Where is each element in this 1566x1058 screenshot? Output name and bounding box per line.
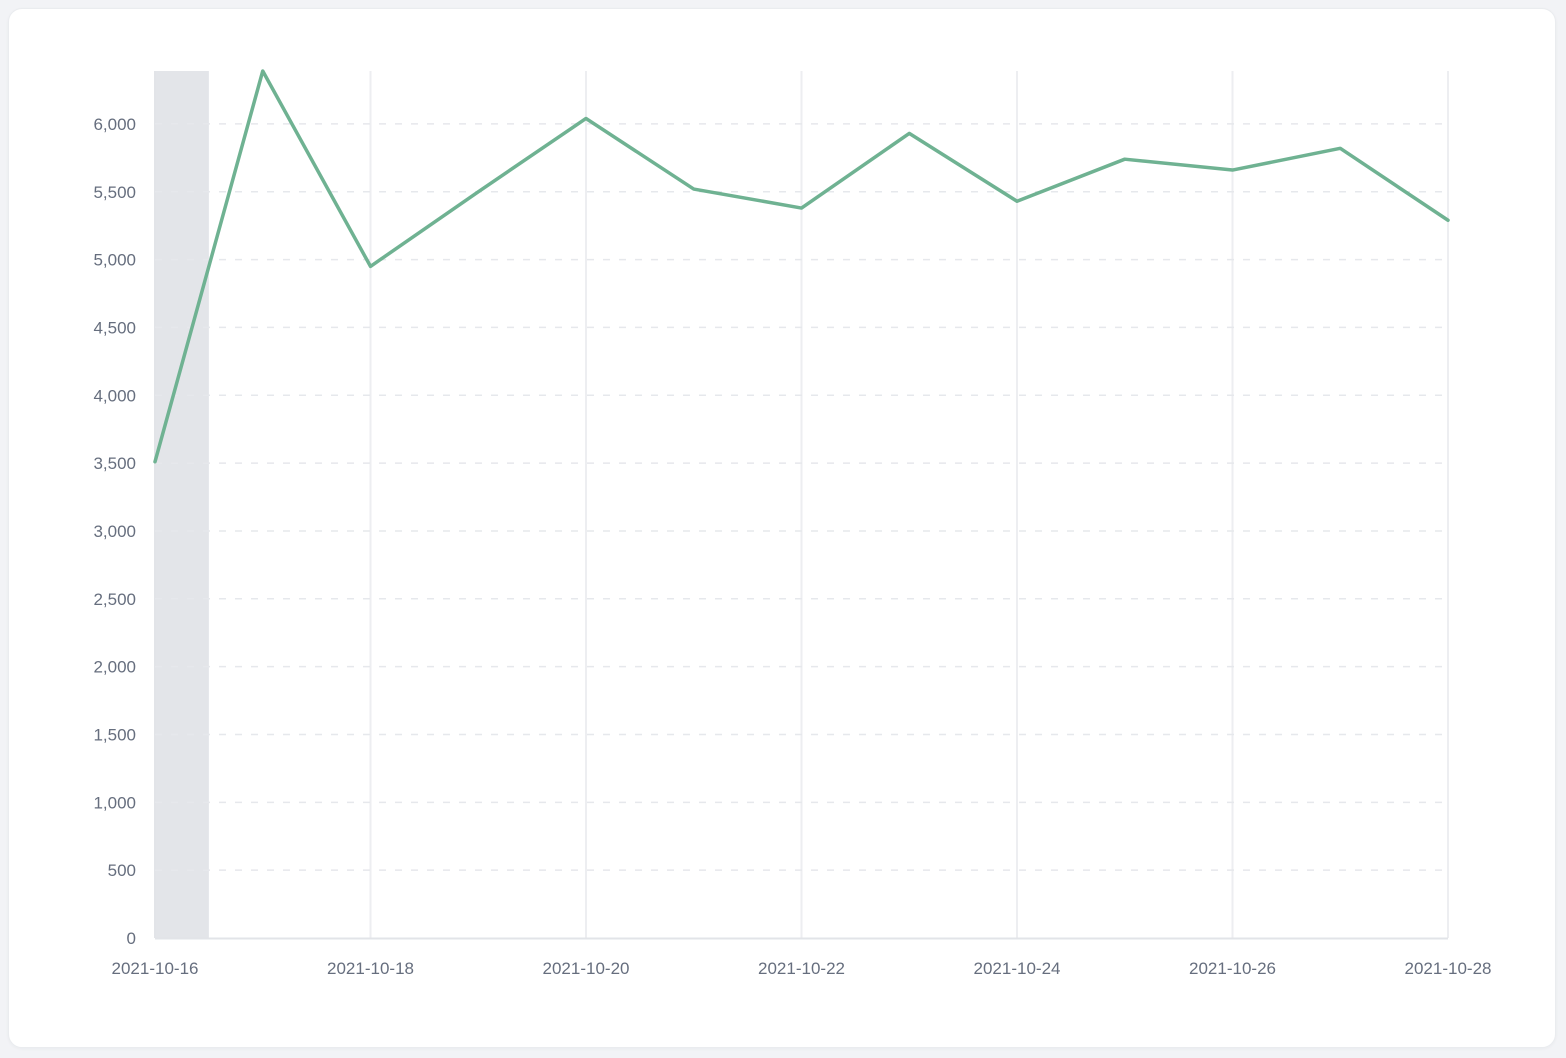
x-axis-tick-label: 2021-10-26 [1189,959,1276,978]
x-axis-tick-label: 2021-10-16 [112,959,199,978]
series-polyline [153,69,1450,464]
y-axis-tick-label: 5,500 [93,183,136,202]
highlight-band-rect [155,71,209,938]
chart-card [8,8,1556,1048]
y-axis-tick-label: 500 [108,861,136,880]
x-axis-tick-label: 2021-10-20 [543,959,630,978]
y-axis-tick-label: 4,500 [93,318,136,337]
y-axis-tick-label: 1,000 [93,793,136,812]
y-axis-tick-label: 0 [127,929,136,948]
y-axis-tick-label: 3,500 [93,454,136,473]
x-axis-tick-label: 2021-10-22 [758,959,845,978]
x-gridlines [154,71,1449,938]
x-axis-tick-label: 2021-10-18 [327,959,414,978]
y-axis-tick-label: 3,000 [93,522,136,541]
x-axis-tick-label: 2021-10-24 [974,959,1061,978]
y-axis-tick-label: 5,000 [93,251,136,270]
y-axis-tick-label: 4,000 [93,386,136,405]
y-axis-tick-label: 2,500 [93,590,136,609]
y-gridlines [155,123,1448,871]
y-axis-tick-label: 1,500 [93,725,136,744]
weekend-band [155,71,209,938]
x-axis-labels: 2021-10-16 2021-10-18 2021-10-20 2021-10-22… [112,959,1492,978]
y-axis-tick-label: 6,000 [93,115,136,134]
y-axis-labels: 0 500 1,000 1,500 2,000 2,500 3,000 3,500 4,000 4… [93,115,136,948]
series-line [153,69,1450,464]
y-axis-tick-label: 2,000 [93,658,136,677]
x-axis-tick-label: 2021-10-28 [1405,959,1492,978]
